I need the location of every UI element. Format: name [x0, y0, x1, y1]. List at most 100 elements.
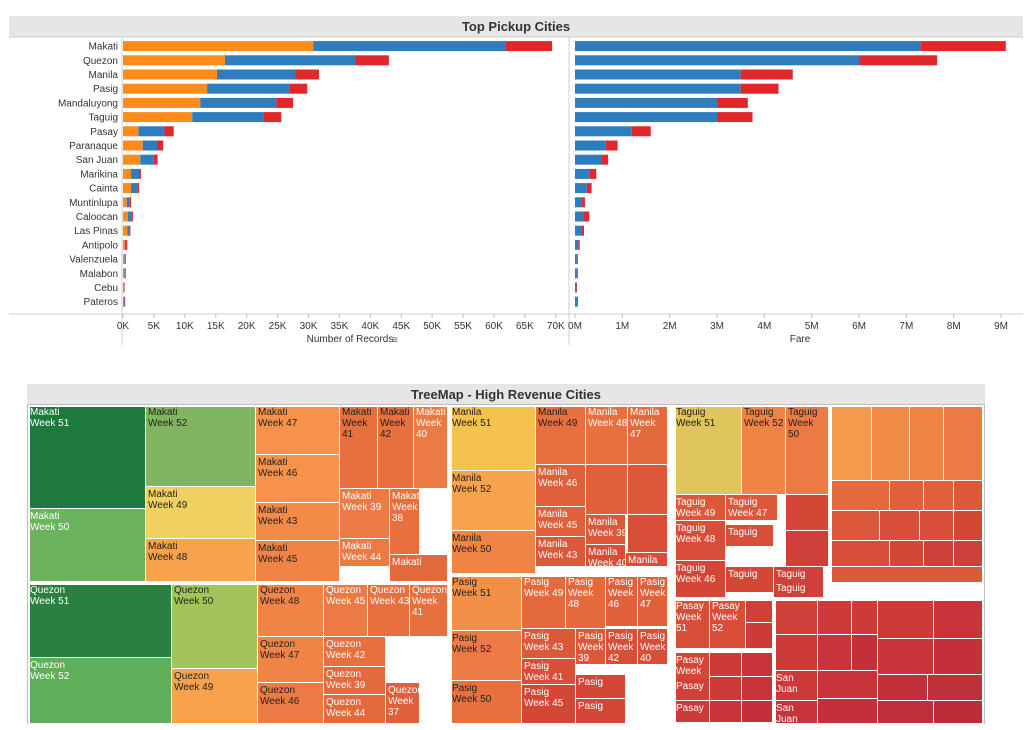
treemap-cell: Pasig Week 48 [566, 575, 606, 629]
bar-segment [575, 69, 741, 80]
bar-segment [586, 183, 592, 194]
x-tick-label: 7M [899, 321, 913, 332]
treemap-cell: Pasay Week 51 [674, 599, 710, 649]
category-label: Caloocan [76, 212, 118, 223]
treemap-cell [852, 599, 878, 635]
x-axis-label: Fare [790, 334, 811, 345]
treemap-cell: Taguig [726, 525, 774, 547]
treemap-cell: Makati Week 41 [340, 405, 378, 489]
category-label: Cainta [89, 184, 118, 195]
treemap-cell [774, 635, 818, 671]
bar-segment [207, 83, 290, 94]
x-tick-label: 2M [663, 321, 677, 332]
bar-segment [575, 211, 584, 222]
bar-segment [124, 254, 126, 265]
bar-segment [276, 97, 294, 108]
bar-segment [575, 197, 583, 208]
treemap-cell: Taguig Week 50 [786, 405, 830, 495]
treemap-cell [628, 515, 668, 553]
bar-segment [164, 126, 174, 137]
bar-segment [575, 97, 718, 108]
treemap-cell: Makati Week 45 [256, 541, 340, 583]
treemap-cell [878, 675, 928, 701]
bar-segment [129, 225, 131, 236]
treemap-cell [928, 675, 984, 701]
treemap-cell [628, 465, 668, 515]
bar-segment [631, 126, 651, 137]
treemap-cell [818, 635, 852, 671]
treemap-cell [924, 541, 954, 567]
treemap-cell [910, 405, 944, 481]
treemap-cell: Pasig Week 41 [522, 659, 576, 685]
treemap-cell: Makati Week 43 [256, 503, 340, 541]
treemap-cell: Pasig Week 49 [522, 575, 566, 629]
treemap-cell: Quezon Week 46 [258, 683, 324, 725]
treemap-title: TreeMap - High Revenue Cities [27, 384, 985, 405]
category-label: San Juan [76, 155, 118, 166]
x-tick-label: 55K [454, 321, 472, 332]
bar-segment [289, 83, 308, 94]
x-tick-label: 10K [176, 321, 194, 332]
category-label: Paranaque [69, 141, 118, 152]
category-label: Pasig [93, 84, 118, 95]
treemap-cell: Pasig Week 40 [638, 629, 668, 665]
bar-chart-title: Top Pickup Cities [9, 16, 1023, 37]
treemap-cell [818, 699, 878, 725]
bar-segment [123, 126, 139, 137]
treemap-cell [742, 677, 774, 701]
bar-segment [575, 112, 718, 123]
treemap-cell: Makati Week 50 [28, 509, 146, 583]
treemap-cell [880, 511, 920, 541]
bar-segment [575, 296, 578, 307]
x-tick-label: 4M [757, 321, 771, 332]
bar-segment [123, 140, 143, 151]
treemap-cell [710, 701, 742, 723]
bar-segment [583, 211, 590, 222]
treemap-cell: Manila Week 49 [536, 405, 586, 465]
bar-segment [575, 55, 860, 66]
treemap-cell: Manila Week 43 [536, 537, 586, 567]
treemap-cell: Taguig Week 49 [674, 495, 726, 521]
treemap-cell: Taguig Week 46 [674, 561, 726, 601]
treemap-cell [786, 531, 830, 567]
bar-segment [123, 55, 226, 66]
bar-segment [575, 225, 582, 236]
treemap-cell [746, 623, 774, 649]
treemap-cell: Quezon Week 51 [28, 583, 172, 658]
treemap-cell: Quezon Week 41 [410, 583, 448, 637]
x-tick-label: 25K [269, 321, 287, 332]
top-pickup-cities-chart: Makati Quezon Manila Pasig Mandaluyong Taguig… [9, 36, 1023, 346]
treemap-cell: Quezon Week 45 [324, 583, 368, 637]
treemap-cell: Makati Week 48 [146, 539, 256, 583]
bar-segment [505, 41, 553, 52]
treemap-cell: Quezon Week 49 [172, 669, 258, 725]
treemap-cell [954, 481, 984, 511]
x-tick-label: 60K [485, 321, 503, 332]
bar-segment [123, 296, 125, 307]
treemap-cell [852, 635, 878, 671]
treemap-cell: San Juan [774, 671, 818, 701]
treemap-cell: Taguig [726, 567, 774, 593]
bar-segment [126, 197, 130, 208]
x-tick-label: 0M [568, 321, 582, 332]
bar-segment [575, 168, 590, 179]
treemap-cell [890, 541, 924, 567]
treemap-cell [934, 639, 984, 675]
x-tick-label: 30K [300, 321, 318, 332]
treemap-cell: Makati Week 47 [256, 405, 340, 455]
treemap-cell [830, 567, 984, 583]
bar-segment [153, 154, 158, 165]
treemap-cell [830, 541, 890, 567]
bar-segment [123, 239, 125, 250]
bar-segment [295, 69, 320, 80]
treemap-cell: Manila Week 48 [586, 405, 628, 465]
bar-segment [740, 69, 793, 80]
x-tick-label: 5K [148, 321, 161, 332]
bar-segment [124, 268, 126, 279]
treemap-cell: Makati Week 44 [340, 539, 390, 567]
bar-segment [576, 282, 578, 293]
bar-segment [216, 69, 296, 80]
treemap-cell: Quezon Week 48 [258, 583, 324, 637]
x-tick-label: 15K [207, 321, 225, 332]
x-axis-label: Number of Records [307, 334, 394, 345]
